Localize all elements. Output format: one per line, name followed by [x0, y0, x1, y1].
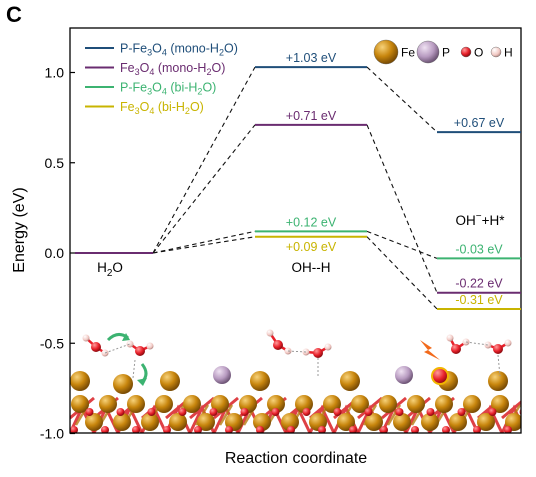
connector-line [366, 236, 438, 310]
energy-levels [75, 66, 521, 310]
atom-legend-label: P [442, 46, 450, 60]
energy-value-label: +0.12 eV [286, 215, 337, 229]
connector-line [152, 236, 256, 254]
connector-line [366, 124, 438, 293]
panel-letter: C [6, 2, 22, 27]
y-axis-ticks: 1.0 0.5 0.0 -0.5 -1.0 [40, 65, 75, 442]
legend-entry: Fe3O4 (bi-H2O) [120, 100, 204, 116]
energy-value-label: +0.09 eV [286, 240, 337, 254]
energy-value-label: -0.22 eV [455, 277, 503, 291]
atom-legend-swatch [460, 46, 472, 58]
molecular-structure-illustration [70, 329, 521, 433]
connector-line [152, 124, 256, 254]
y-tick-label: -0.5 [40, 335, 64, 351]
connector-line [366, 230, 438, 259]
atom-legend-swatch [373, 39, 399, 65]
y-tick-label: 0.5 [45, 155, 65, 171]
legend-entry: P-Fe3O4 (mono-H2O) [120, 42, 238, 58]
atom-legend-label: H [504, 46, 513, 60]
state-label-oh-h: OH--H [292, 260, 331, 275]
energy-value-label: -0.31 eV [455, 293, 503, 307]
energy-value-labels: +1.03 eV +0.67 eV +0.71 eV -0.22 eV +0.12 eV… [286, 51, 505, 307]
state-label-oh-plus-h: OH−+H* [456, 211, 506, 228]
y-tick-label: 0.0 [45, 245, 65, 261]
atom-legend: Fe P O H [373, 39, 513, 65]
energy-value-label: +1.03 eV [286, 51, 337, 65]
atom-legend-swatch [490, 46, 502, 58]
atom-legend-swatch [416, 40, 440, 64]
state-label-h2o: H2O [97, 260, 123, 279]
series-legend: P-Fe3O4 (mono-H2O) Fe3O4 (mono-H2O) P-Fe3O… [85, 42, 238, 116]
connector-line [152, 230, 256, 254]
plot-frame [69, 27, 522, 434]
legend-entry: Fe3O4 (mono-H2O) [120, 61, 225, 77]
energy-value-label: -0.03 eV [455, 242, 503, 256]
atom-legend-label: O [474, 46, 483, 60]
connector-line [152, 66, 256, 254]
connector-lines [152, 66, 438, 310]
atom-legend-label: Fe [401, 46, 415, 60]
energy-value-label: +0.71 eV [286, 109, 337, 123]
legend-entry: P-Fe3O4 (bi-H2O) [120, 81, 216, 97]
x-axis-title: Reaction coordinate [225, 450, 367, 467]
energy-value-label: +0.67 eV [454, 116, 505, 130]
y-axis-title: Energy (eV) [11, 187, 28, 272]
connector-line [366, 66, 438, 133]
y-tick-label: -1.0 [40, 426, 64, 442]
y-tick-label: 1.0 [45, 65, 65, 81]
